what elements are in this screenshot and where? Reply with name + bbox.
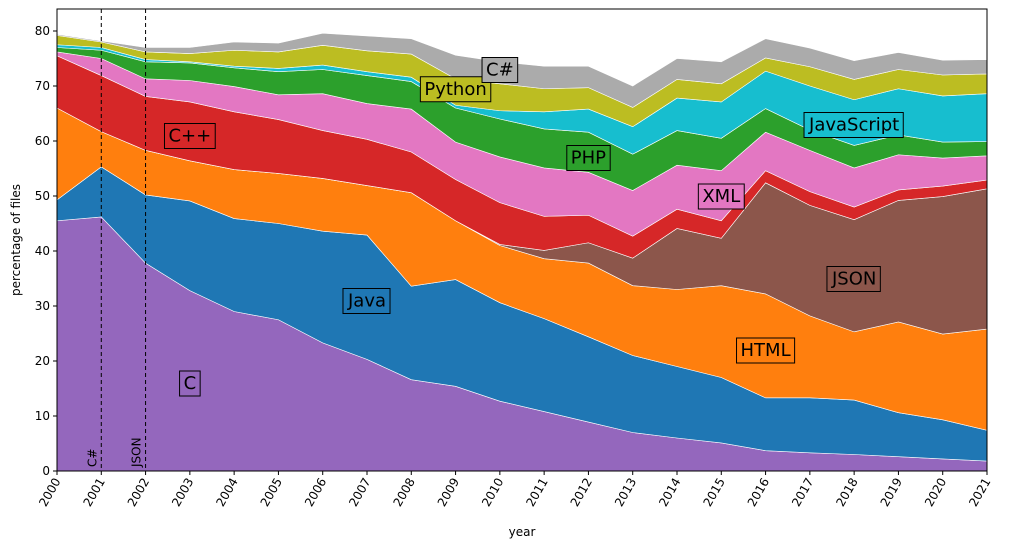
x-tick-label: 2013 [612,476,639,509]
series-label-box [826,266,881,292]
series-label: PHP [566,145,611,171]
y-tick-label: 0 [42,464,50,478]
x-tick-label: 2017 [789,476,816,509]
series-label-box [736,337,796,364]
x-tick-label: 2020 [922,476,949,509]
series-label-text: PHP [571,148,606,169]
y-tick-label: 40 [35,244,50,258]
x-tick-label: 2009 [435,476,462,509]
series-label-text: XML [702,186,740,207]
x-tick-label: 2002 [125,476,152,509]
series-label-box [163,123,216,149]
x-tick-label: 2004 [213,476,240,509]
series-label-box [481,57,519,83]
x-tick-label: 2021 [966,476,993,509]
series-label: JavaScript [803,112,904,138]
annotation-label: C# [85,449,99,467]
x-tick-label: 2019 [878,476,905,509]
annotation-label: JSON [130,437,144,468]
series-label-text: HTML [741,340,791,361]
series-label-text: JavaScript [808,115,899,136]
y-axis-label: percentage of files [9,184,23,296]
series-label-box [803,112,904,138]
plot-frame [56,8,988,472]
series-label-text: C++ [168,126,211,147]
series-label: XML [697,183,745,210]
x-tick-label: 2000 [36,476,63,509]
x-tick-label: 2006 [302,476,329,509]
y-tick-label: 60 [35,134,50,148]
y-tick-label: 10 [35,409,50,423]
x-tick-label: 2014 [656,476,683,509]
x-tick-label: 2005 [258,476,285,509]
x-axis-label: year [509,525,536,539]
series-label: Python [419,76,492,103]
series-label: HTML [736,337,796,364]
series-label-box [179,370,201,397]
series-label: C [179,370,201,397]
series-label-text: Python [424,79,486,100]
series-label-text: JSON [831,269,876,290]
series-label-text: C [184,373,197,394]
series-label-box [697,183,745,210]
y-tick-label: 50 [35,189,50,203]
x-tick-label: 2001 [80,476,107,509]
series-label-text: Java [347,291,386,312]
series-label-text: C# [486,60,514,81]
y-tick-label: 20 [35,354,50,368]
series-label-box [342,288,391,314]
x-tick-label: 2018 [833,476,860,509]
x-tick-label: 2012 [568,476,595,509]
series-label: Java [342,288,391,314]
x-tick-label: 2007 [346,476,373,509]
y-tick-label: 70 [35,79,50,93]
y-tick-label: 30 [35,299,50,313]
x-tick-label: 2010 [479,476,506,509]
x-tick-label: 2008 [390,476,417,509]
y-tick-label: 80 [35,24,50,38]
series-label: C++ [163,123,216,149]
series-label: C# [481,57,519,83]
x-tick-label: 2003 [169,476,196,509]
series-label: JSON [826,266,881,292]
x-tick-label: 2011 [523,476,550,509]
series-label-box [566,145,611,171]
x-tick-label: 2015 [700,476,727,509]
x-tick-label: 2016 [745,476,772,509]
series-label-box [419,76,492,103]
